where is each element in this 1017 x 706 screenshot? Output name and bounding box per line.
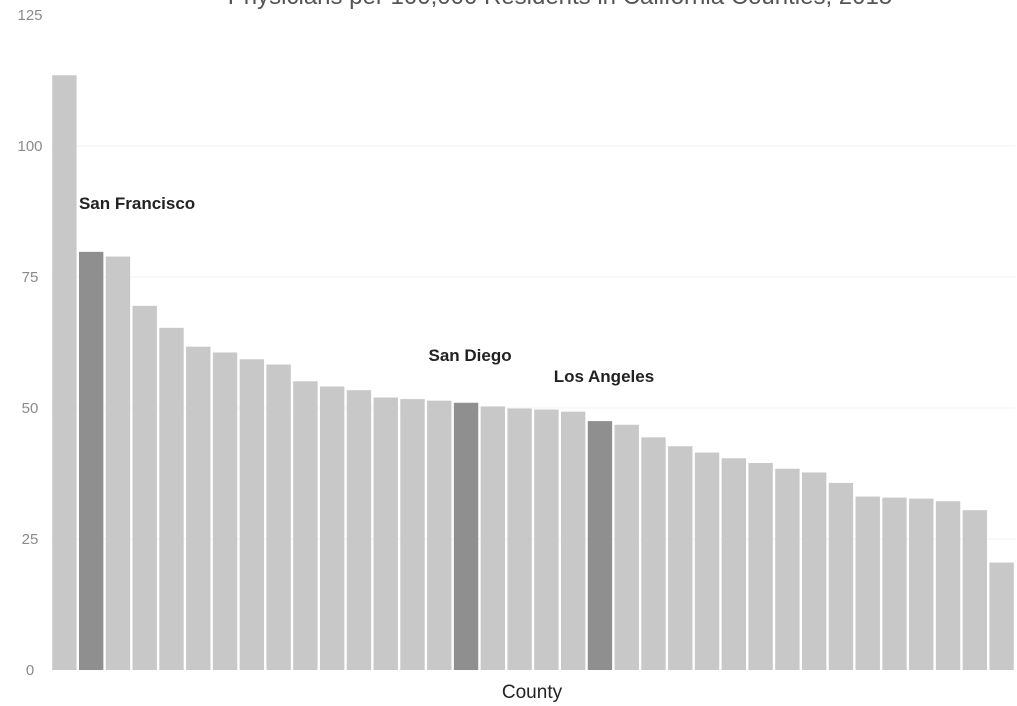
bar [560,411,586,670]
bar [935,501,961,670]
bar [373,397,398,670]
bar [52,75,77,670]
y-tick-label: 125 [17,7,42,24]
bar [775,468,800,670]
annotations: San Francisco San Diego Los Angeles [79,194,654,386]
bar [427,400,452,670]
bar [400,399,425,670]
annotation-label: Los Angeles [554,367,654,386]
annotation-label: San Diego [428,346,511,365]
bar [186,346,211,670]
y-tick-label: 25 [22,531,39,548]
bar [534,409,559,670]
y-tick-label: 75 [22,269,39,286]
bar [105,256,131,670]
bar [614,424,639,670]
annotation-label: San Francisco [79,194,195,213]
bar-highlighted [453,402,479,670]
bar [266,364,291,670]
bar [641,437,666,670]
y-tick-label: 100 [17,138,42,155]
bars [52,75,1014,670]
bar [882,497,907,670]
x-axis-label: County [502,682,563,703]
bar [668,446,693,670]
bar [909,498,934,670]
bar [801,472,827,670]
bar [962,510,988,670]
bar [346,390,372,670]
bar [480,406,506,670]
bar [694,452,720,670]
gridlines [51,145,1015,540]
bar-highlighted [78,251,104,670]
bar [828,482,854,670]
bar [239,359,265,670]
bar [159,327,184,670]
y-tick-label: 50 [22,400,39,417]
bar [989,562,1014,670]
bar [721,458,747,670]
bar [212,352,238,670]
bar-highlighted [587,421,613,670]
y-axis-ticks: 0 25 50 75 100 125 [17,7,42,679]
bar [132,305,157,670]
bar [507,408,532,670]
bar [748,463,773,670]
y-tick-label: 0 [26,662,34,679]
bar [293,381,318,670]
bar [855,496,880,670]
bar [319,386,345,670]
chart-title: Physicians per 100,000 Residents in Cali… [228,0,892,10]
